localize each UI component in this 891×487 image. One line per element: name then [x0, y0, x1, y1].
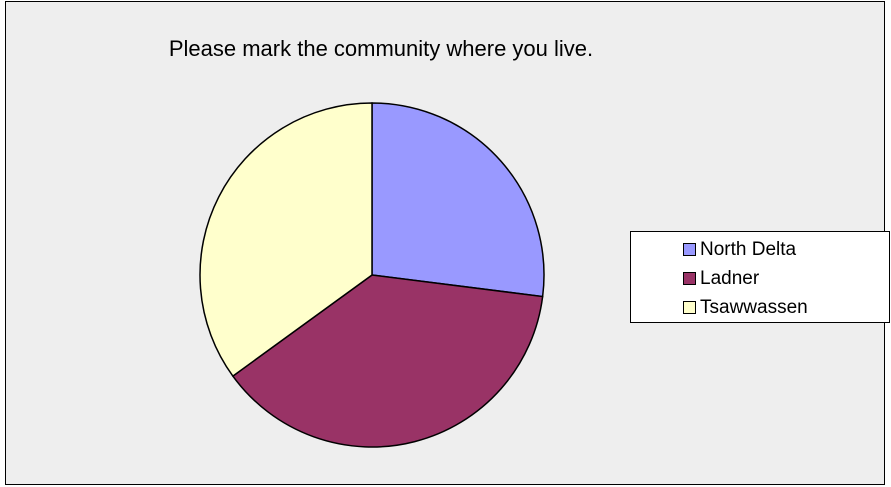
- legend-item-ladner: Ladner: [683, 264, 889, 293]
- legend-swatch: [683, 301, 696, 314]
- pie-slice-north-delta: [371, 102, 545, 298]
- legend-item-north-delta: North Delta: [683, 235, 889, 264]
- legend-label: Tsawwassen: [700, 296, 808, 318]
- pie-slice-ladner: [231, 274, 544, 448]
- legend-label: North Delta: [700, 238, 797, 260]
- legend-label: Ladner: [700, 267, 760, 289]
- pie-slices: [199, 102, 545, 448]
- legend-swatch: [683, 243, 696, 256]
- chart-title: Please mark the community where you live…: [168, 36, 594, 61]
- legend-item-tsawwassen: Tsawwassen: [683, 293, 889, 322]
- legend-swatch: [683, 272, 696, 285]
- legend: North Delta Ladner Tsawwassen: [630, 231, 890, 323]
- pie-slice-tsawwassen: [199, 102, 373, 378]
